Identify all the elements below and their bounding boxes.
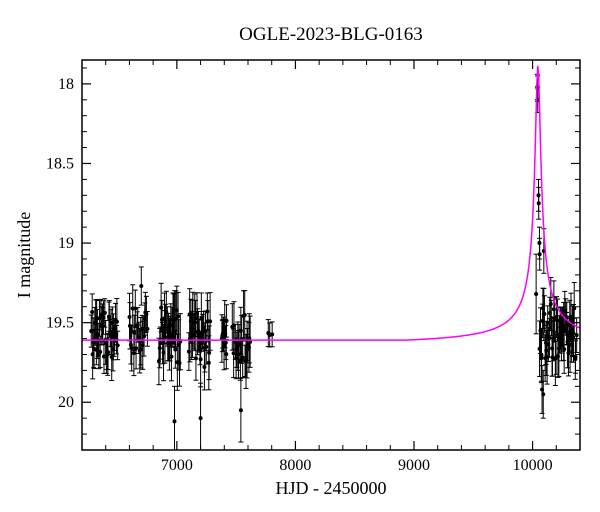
ytick-label: 18 xyxy=(58,76,74,93)
x-axis-label: HJD - 2450000 xyxy=(276,478,387,498)
xtick-label: 7000 xyxy=(161,457,193,474)
lightcurve-chart: OGLE-2023-BLG-0163 7000 8000 9000 10000 18 18.… xyxy=(0,0,600,512)
y-axis-label: I magnitude xyxy=(14,212,34,298)
ytick-label: 19 xyxy=(58,235,74,252)
xtick-label: 10000 xyxy=(513,457,553,474)
ytick-label: 20 xyxy=(58,394,74,411)
ytick-label: 18.5 xyxy=(46,155,74,172)
xtick-label: 8000 xyxy=(279,457,311,474)
chart-title: OGLE-2023-BLG-0163 xyxy=(239,24,423,45)
xtick-label: 9000 xyxy=(398,457,430,474)
ytick-label: 19.5 xyxy=(46,315,74,332)
chart-svg: OGLE-2023-BLG-0163 7000 8000 9000 10000 18 18.… xyxy=(0,0,600,512)
